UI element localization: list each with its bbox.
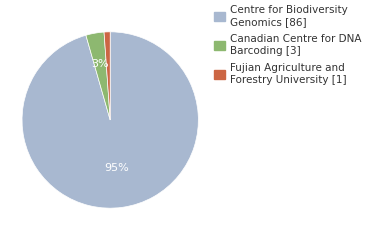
Wedge shape — [86, 32, 110, 120]
Wedge shape — [22, 32, 198, 208]
Legend: Centre for Biodiversity
Genomics [86], Canadian Centre for DNA
Barcoding [3], Fu: Centre for Biodiversity Genomics [86], C… — [214, 5, 361, 84]
Wedge shape — [104, 32, 110, 120]
Text: 95%: 95% — [105, 163, 129, 173]
Text: 3%: 3% — [92, 59, 109, 69]
